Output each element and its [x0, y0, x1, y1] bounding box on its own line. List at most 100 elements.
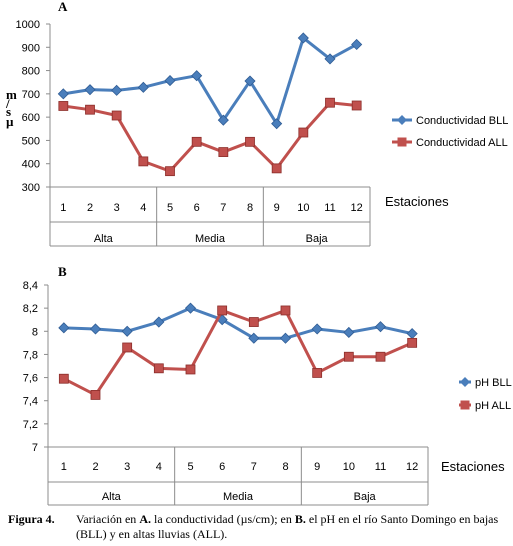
data-point-square [217, 305, 228, 316]
data-point-diamond [57, 88, 69, 100]
chart-b-legend: pH BLL pH ALL [459, 377, 512, 412]
caption-part-3: el pH en el río Santo Domingo en bajas (… [76, 512, 499, 541]
y-axis-label-char: µ [6, 114, 14, 129]
legend-marker-square [397, 137, 407, 147]
chart-b-series [58, 302, 418, 400]
data-point-diamond [217, 114, 229, 126]
chart-b: B 77,27,47,67,888,28,4 1 2 3 4 5 6 7 8 9 10 11 12 A… [23, 264, 512, 506]
data-point-diamond [406, 328, 418, 340]
y-tick-label: 8 [32, 326, 38, 338]
chart-a-frame [49, 24, 371, 247]
y-tick-label: 700 [22, 89, 40, 101]
x-tick-label: 8 [282, 461, 288, 473]
caption-part-1: Variación en [76, 512, 140, 526]
x-tick-label: 12 [406, 461, 418, 473]
data-point-diamond [343, 326, 355, 339]
data-point-square [312, 368, 323, 378]
x-tick-label: 3 [124, 461, 130, 473]
x-tick-label: 1 [60, 202, 66, 214]
x-tick-label: 8 [247, 202, 253, 214]
y-tick-label: 7,4 [23, 396, 38, 408]
legend-label: pH ALL [475, 400, 511, 412]
data-point-square [111, 110, 122, 121]
data-point-square [58, 101, 69, 111]
data-point-diamond [84, 84, 96, 96]
legend-label: Conductividad ALL [416, 137, 508, 149]
x-tick-label: 11 [324, 202, 335, 214]
data-point-square [375, 351, 386, 362]
data-point-diamond [324, 53, 336, 65]
y-tick-label: 8,4 [23, 280, 38, 292]
data-point-diamond [164, 75, 176, 87]
data-point-square [191, 136, 202, 147]
caption-ref-b: B. [294, 512, 306, 526]
data-point-diamond [374, 321, 387, 333]
series-line [63, 308, 413, 397]
x-tick-label: 2 [92, 461, 98, 473]
x-tick-label: 1 [61, 461, 67, 473]
data-point-square [248, 317, 259, 327]
data-point-diamond [191, 70, 203, 82]
data-point-diamond [153, 316, 165, 328]
data-point-square [138, 156, 149, 167]
data-point-diamond [271, 118, 283, 130]
x-tick-label: 9 [274, 202, 280, 214]
group-label: Baja [306, 233, 329, 245]
data-point-diamond [184, 302, 197, 314]
data-point-square [85, 104, 95, 115]
data-point-square [165, 166, 175, 177]
x-tick-label: 12 [351, 202, 363, 214]
y-tick-label: 500 [22, 135, 40, 147]
x-tick-label: 10 [343, 461, 355, 473]
x-tick-label: 2 [87, 202, 93, 214]
chart-b-y-ticks: 7 7,2 7,4 7,6 7,8 8 8,2 8,4 [23, 280, 48, 454]
x-tick-label: 5 [187, 461, 193, 473]
legend-marker-diamond [397, 115, 407, 125]
data-point-square [325, 97, 335, 108]
y-tick-label: 300 [22, 182, 40, 194]
data-point-diamond [351, 38, 363, 51]
y-tick-label: 800 [22, 66, 40, 78]
chart-a-series [57, 32, 363, 177]
x-tick-label: 6 [194, 202, 200, 214]
x-tick-label: 7 [220, 202, 226, 214]
caption-label: Figura 4. [8, 512, 55, 526]
y-tick-label: 8,2 [23, 303, 38, 315]
x-tick-label: 7 [251, 461, 257, 473]
series-line [63, 101, 357, 173]
x-tick-label: 5 [167, 202, 173, 214]
chart-a-legend: Conductividad BLL Conductividad ALL [392, 115, 508, 149]
data-point-diamond [311, 323, 323, 335]
x-tick-label: 6 [219, 461, 225, 473]
data-point-square [58, 373, 69, 384]
data-point-square [90, 390, 101, 400]
y-axis-label-char: / [5, 96, 10, 111]
data-point-diamond [121, 325, 133, 337]
chart-a-x-ticks: 1 2 3 4 5 6 7 8 9 10 11 12 [60, 202, 363, 214]
y-tick-label: 600 [22, 112, 40, 124]
chart-b-x-axis-label: Estaciones [441, 459, 505, 474]
group-label: Baja [354, 491, 377, 503]
x-tick-label: 9 [314, 461, 320, 473]
y-tick-label: 400 [22, 159, 40, 171]
figure-caption: Figura 4. Variación en A. la conductivid… [8, 512, 508, 541]
y-axis-label-char: s [6, 104, 11, 119]
legend-label: pH BLL [475, 377, 512, 389]
chart-b-x-ticks: 1 2 3 4 5 6 7 8 9 10 11 12 [61, 461, 419, 473]
y-axis-label-char: m [6, 87, 17, 102]
chart-a-y-axis-label: m/sµ [5, 87, 17, 129]
group-label: Alta [94, 233, 114, 245]
x-tick-label: 3 [114, 202, 120, 214]
panel-label-b: B [58, 264, 67, 279]
data-point-diamond [58, 322, 70, 334]
group-label: Media [195, 233, 226, 245]
caption-text: Variación en A. la conductividad (µs/cm)… [76, 512, 510, 542]
data-point-square [343, 351, 354, 362]
group-label: Alta [102, 491, 122, 503]
data-point-diamond [137, 81, 149, 93]
caption-part-2: la conductividad (µs/cm); en [150, 512, 295, 526]
series-line [63, 306, 413, 340]
data-point-square [407, 337, 418, 348]
data-point-square [218, 147, 229, 157]
